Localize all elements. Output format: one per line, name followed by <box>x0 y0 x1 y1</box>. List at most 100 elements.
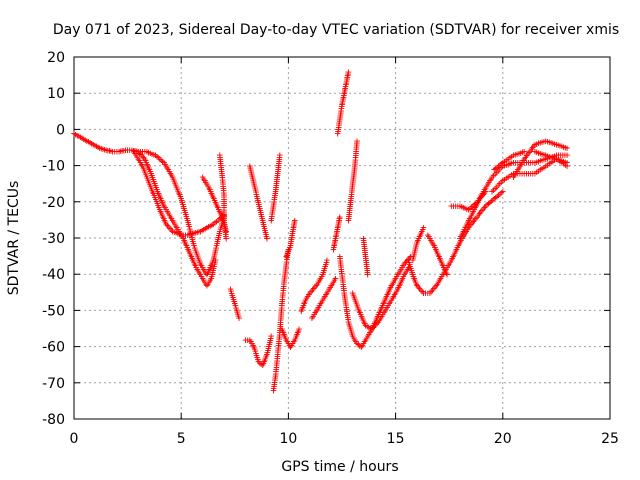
data-point-marker: + <box>405 253 412 266</box>
data-point-marker: + <box>250 176 257 189</box>
data-point-marker: + <box>345 214 352 227</box>
data-point-marker: + <box>335 218 342 231</box>
data-point-marker: + <box>218 159 225 172</box>
data-point-marker: + <box>222 226 229 239</box>
data-point-marker: + <box>498 157 505 170</box>
data-point-marker: + <box>162 201 169 214</box>
data-point-marker: + <box>519 146 526 159</box>
data-point-marker: + <box>562 155 569 168</box>
data-point-marker: + <box>255 194 262 207</box>
data-point-marker: + <box>340 93 347 106</box>
data-point-marker: + <box>277 324 284 337</box>
data-point-marker: + <box>453 243 460 256</box>
data-point-marker: + <box>428 234 435 247</box>
data-point-marker: + <box>234 305 241 318</box>
data-point-marker: + <box>343 301 350 314</box>
data-point-marker: + <box>544 135 551 148</box>
data-point-marker: + <box>100 142 107 155</box>
data-point-marker: + <box>153 181 160 194</box>
data-point-marker: + <box>482 199 489 212</box>
data-point-marker: + <box>413 240 420 253</box>
data-point-marker: + <box>345 315 352 328</box>
data-point-marker: + <box>244 333 251 346</box>
data-point-marker: + <box>375 315 382 328</box>
data-point-marker: + <box>316 274 323 287</box>
data-point-marker: + <box>216 227 223 240</box>
data-point-marker: + <box>141 145 148 158</box>
data-point-marker: + <box>354 337 361 350</box>
data-point-marker: + <box>156 201 163 214</box>
data-point-marker: + <box>324 286 331 299</box>
data-point-marker: + <box>530 139 537 152</box>
data-point-marker: + <box>332 232 339 245</box>
series-track-y: ++++++++++++++++++++++++++++++++++++++++… <box>457 149 571 245</box>
data-point-marker: + <box>443 266 450 279</box>
data-point-marker: + <box>218 163 225 176</box>
data-point-marker: + <box>146 163 153 176</box>
data-point-marker: + <box>472 197 479 210</box>
data-point-marker: + <box>481 183 488 196</box>
data-point-marker: + <box>267 336 274 349</box>
data-point-marker: + <box>271 191 278 204</box>
data-point-marker: + <box>233 303 240 316</box>
data-point-marker: + <box>436 250 443 263</box>
data-point-marker: + <box>344 309 351 322</box>
data-point-marker: + <box>422 286 429 299</box>
data-point-marker: + <box>340 89 347 102</box>
data-point-marker: + <box>497 158 504 171</box>
data-point-marker: + <box>273 363 280 376</box>
data-point-marker: + <box>539 162 546 175</box>
data-point-marker: + <box>217 153 224 166</box>
data-point-marker: + <box>533 137 540 150</box>
data-point-marker: + <box>164 161 171 174</box>
data-point-marker: + <box>439 268 446 281</box>
data-point-marker: + <box>373 313 380 326</box>
data-point-marker: + <box>412 275 419 288</box>
data-point-marker: + <box>279 295 286 308</box>
data-point-marker: + <box>415 232 422 245</box>
data-point-marker: + <box>397 277 404 290</box>
data-point-marker: + <box>521 156 528 169</box>
data-point-marker: + <box>216 225 223 238</box>
data-point-marker: + <box>348 190 355 203</box>
data-point-marker: + <box>383 303 390 316</box>
data-point-marker: + <box>282 269 289 282</box>
series-track-u: ++++++++++++++++++++++++++++++++++++++++… <box>405 185 506 299</box>
data-point-marker: + <box>343 76 350 89</box>
data-point-marker: + <box>480 203 487 216</box>
data-point-marker: + <box>182 237 189 250</box>
data-point-marker: + <box>564 149 571 162</box>
series-track-x: +++++++++++++++++++++++ <box>448 185 489 216</box>
data-point-marker: + <box>508 157 515 170</box>
data-point-marker: + <box>311 308 318 321</box>
data-point-marker: + <box>336 119 343 132</box>
data-point-marker: + <box>274 352 281 365</box>
data-point-marker: + <box>378 303 385 316</box>
series-track-w: +++++++++++++++++++++++ <box>424 228 450 281</box>
data-point-marker: + <box>189 231 196 244</box>
data-point-marker: + <box>276 155 283 168</box>
data-point-marker: + <box>201 265 208 278</box>
data-point-marker: + <box>344 71 351 84</box>
data-point-marker: + <box>214 237 221 250</box>
data-point-marker: + <box>505 158 512 171</box>
data-point-marker: + <box>333 230 340 243</box>
data-point-marker: + <box>261 220 268 233</box>
data-point-marker: + <box>167 222 174 235</box>
series-track-i: +++++++++++++++++++++++++++++++++ <box>268 149 284 227</box>
data-point-marker: + <box>230 293 237 306</box>
data-point-marker: + <box>277 318 284 331</box>
data-point-marker: + <box>442 265 449 278</box>
data-point-marker: + <box>310 310 317 323</box>
data-point-marker: + <box>271 380 278 393</box>
data-point-marker: + <box>471 213 478 226</box>
data-point-marker: + <box>273 359 280 372</box>
data-point-marker: + <box>527 156 534 169</box>
data-point-marker: + <box>221 220 228 233</box>
data-point-marker: + <box>331 239 338 252</box>
data-point-marker: + <box>235 308 242 321</box>
series-track-n: +++++++++++++++++++++++ <box>309 272 340 325</box>
data-point-marker: + <box>283 250 290 263</box>
data-point-marker: + <box>284 249 291 262</box>
y-tick-label: -30 <box>42 231 65 247</box>
